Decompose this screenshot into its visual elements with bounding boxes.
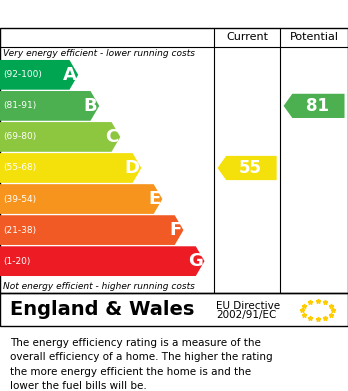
Polygon shape	[0, 184, 163, 214]
Polygon shape	[0, 60, 78, 90]
Text: (81-91): (81-91)	[3, 101, 37, 110]
Text: Very energy efficient - lower running costs: Very energy efficient - lower running co…	[3, 49, 196, 58]
Text: 81: 81	[306, 97, 329, 115]
Text: C: C	[105, 128, 119, 146]
Text: Potential: Potential	[290, 32, 339, 43]
Text: EU Directive: EU Directive	[216, 301, 280, 311]
Text: The energy efficiency rating is a measure of the
overall efficiency of a home. T: The energy efficiency rating is a measur…	[10, 338, 273, 391]
Polygon shape	[284, 94, 345, 118]
Polygon shape	[0, 122, 120, 152]
Text: Energy Efficiency Rating: Energy Efficiency Rating	[10, 5, 258, 23]
Text: G: G	[188, 252, 203, 270]
Polygon shape	[0, 215, 183, 245]
Text: (92-100): (92-100)	[3, 70, 42, 79]
Text: E: E	[148, 190, 161, 208]
Text: (55-68): (55-68)	[3, 163, 37, 172]
Polygon shape	[0, 91, 99, 121]
Polygon shape	[218, 156, 277, 180]
Text: (1-20): (1-20)	[3, 256, 31, 265]
Text: (21-38): (21-38)	[3, 226, 37, 235]
Text: England & Wales: England & Wales	[10, 300, 195, 319]
Text: Not energy efficient - higher running costs: Not energy efficient - higher running co…	[3, 282, 195, 291]
Text: A: A	[63, 66, 77, 84]
Text: Current: Current	[226, 32, 268, 43]
Text: B: B	[84, 97, 97, 115]
Polygon shape	[0, 153, 141, 183]
Text: D: D	[125, 159, 140, 177]
Text: (69-80): (69-80)	[3, 133, 37, 142]
Polygon shape	[0, 246, 205, 276]
Text: F: F	[169, 221, 182, 239]
Text: 2002/91/EC: 2002/91/EC	[216, 310, 276, 320]
Text: 55: 55	[239, 159, 262, 177]
Text: (39-54): (39-54)	[3, 195, 37, 204]
